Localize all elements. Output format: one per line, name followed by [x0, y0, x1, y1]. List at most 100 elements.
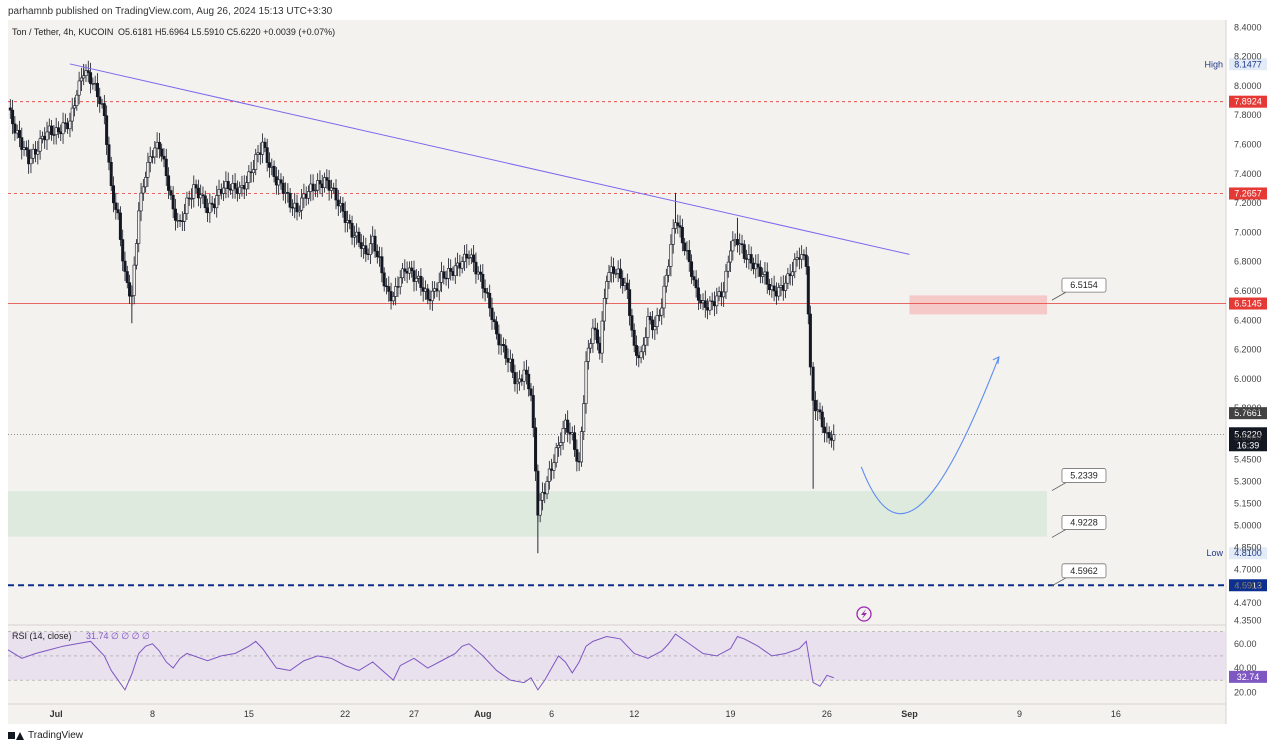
candle-body	[696, 287, 700, 301]
candle-body	[157, 141, 161, 150]
candle-body	[419, 275, 423, 288]
last-price-tag	[1229, 427, 1267, 452]
price-tick-9: 6.6000	[1234, 286, 1262, 296]
candle-body	[559, 442, 563, 446]
candle-body	[160, 148, 164, 157]
level-tag-label-0: 7.8924	[1234, 97, 1262, 107]
candle-body	[98, 96, 102, 105]
rsi-tick-1: 40.00	[1234, 663, 1257, 673]
price-tick-7: 7.0000	[1234, 227, 1262, 237]
candle-body	[653, 326, 657, 331]
level-tag-2	[1229, 297, 1267, 310]
price-tick-5: 7.4000	[1234, 169, 1262, 179]
candle-body	[350, 222, 354, 238]
candle-body	[573, 432, 577, 450]
candle-body	[651, 319, 655, 331]
candle-body	[710, 300, 714, 303]
candle-body	[226, 181, 230, 190]
high-label: High	[1204, 59, 1223, 69]
zones-layer	[8, 295, 1048, 537]
candle-body	[806, 266, 810, 315]
low-value: 4.8100	[1234, 548, 1262, 558]
candle-body	[128, 282, 132, 297]
candle-body	[68, 120, 72, 130]
candle-body	[742, 244, 746, 259]
candle-body	[107, 144, 111, 163]
candle-body	[364, 245, 368, 255]
candle-body	[336, 199, 340, 207]
callout-label-3: 4.5962	[1070, 566, 1098, 576]
candle-body	[561, 428, 565, 443]
candle-body	[215, 195, 219, 209]
candle-body	[84, 70, 88, 77]
candle-body	[818, 409, 822, 413]
price-tick-18: 5.0000	[1234, 520, 1262, 530]
price-tick-20: 4.7000	[1234, 564, 1262, 574]
price-tick-3: 7.8000	[1234, 110, 1262, 120]
candle-body	[121, 239, 125, 262]
footer: TradingView	[8, 730, 83, 741]
candle-body	[102, 103, 106, 117]
candle-body	[318, 180, 322, 185]
rsi-title: RSI (14, close)	[12, 631, 72, 641]
candle-body	[73, 105, 77, 109]
candle-body	[245, 182, 249, 190]
candle-body	[545, 481, 549, 495]
candle-body	[254, 154, 258, 170]
candle-body	[474, 261, 478, 275]
candle-body	[694, 279, 698, 289]
time-tick-12: 16	[1111, 709, 1121, 719]
candle-body	[437, 282, 441, 292]
candle-body	[614, 273, 618, 275]
candle-body	[20, 137, 24, 150]
lightning-icon[interactable]	[856, 606, 872, 622]
candle-body	[114, 202, 118, 210]
resistance-zone	[909, 295, 1048, 315]
callout-pointer-1	[1051, 482, 1067, 491]
callout-box-0	[1061, 277, 1107, 293]
candle-body	[410, 267, 414, 271]
candle-body	[210, 202, 214, 205]
candle-body	[453, 265, 457, 276]
candle-body	[82, 75, 86, 79]
candle-body	[460, 261, 464, 269]
candle-body	[538, 499, 542, 516]
candle-body	[605, 281, 609, 299]
candle-body	[279, 179, 283, 184]
time-axis[interactable]: Jul 8 15 22 27 Aug 6 12 19 26 Sep 9 16	[50, 709, 1121, 719]
candle-body	[607, 272, 611, 282]
candle-body	[173, 208, 177, 221]
candle-body	[401, 268, 405, 279]
callout-label-1: 5.2339	[1070, 471, 1098, 481]
candle-body	[169, 190, 173, 196]
candle-body	[125, 271, 129, 283]
price-tick-15: 5.4500	[1234, 454, 1262, 464]
candle-body	[109, 161, 113, 186]
candle-body	[323, 177, 327, 188]
candle-body	[24, 147, 28, 151]
price-tick-4: 7.6000	[1234, 140, 1262, 150]
candle-body	[793, 259, 797, 273]
candle-body	[297, 209, 301, 213]
candle-body	[827, 432, 831, 439]
grey-price-tag	[1229, 407, 1267, 420]
candle-body	[403, 268, 407, 272]
candle-body	[134, 243, 138, 266]
candle-body	[123, 260, 127, 272]
candle-body	[566, 419, 570, 433]
candle-body	[823, 426, 827, 433]
candle-body	[313, 189, 317, 192]
candle-body	[148, 156, 152, 163]
price-axis[interactable]: 8.4000 8.2000 8.0000 7.8000 7.6000 7.4000 7.20…	[1234, 22, 1262, 625]
high-value: 8.1477	[1234, 59, 1262, 69]
candle-body	[513, 372, 517, 385]
candle-body	[95, 82, 99, 98]
candle-body	[657, 314, 661, 317]
price-tick-17: 5.1500	[1234, 498, 1262, 508]
candle-body	[552, 462, 556, 471]
candle-body	[820, 411, 824, 428]
rsi-last-tag	[1229, 670, 1267, 683]
candle-body	[529, 388, 533, 396]
candle-body	[286, 192, 290, 194]
